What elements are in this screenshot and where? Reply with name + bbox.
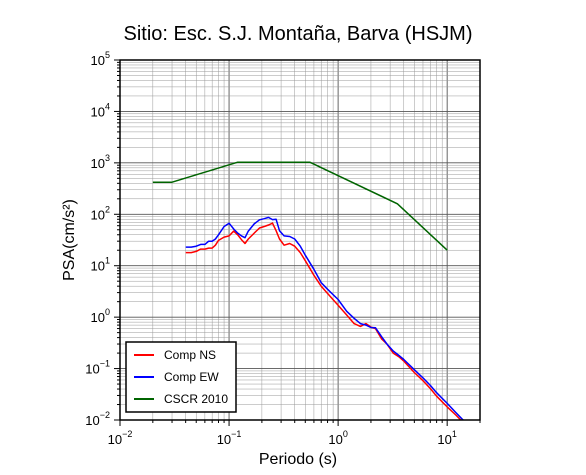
y-axis-label: PSA(cm/s²) [61,199,78,281]
x-tick-label: 10−1 [217,429,242,447]
y-tick-label: 103 [91,153,110,171]
x-axis-label: Periodo (s) [259,451,337,468]
legend: Comp NS Comp EW CSCR 2010 [125,341,237,413]
y-tick-label: 100 [91,307,110,325]
y-tick-label: 102 [91,204,110,222]
legend-label: CSCR 2010 [164,392,228,406]
legend-label: Comp NS [164,348,216,362]
x-tick-label: 100 [328,429,347,447]
series-line-comp-ew [185,216,466,420]
series-line-cscr-2010 [152,161,448,251]
x-tick-label: 101 [437,429,456,447]
x-tick-label: 10−2 [108,429,133,447]
series-layer [152,161,466,420]
y-tick-label: 10−2 [85,410,110,428]
chart-title: Sitio: Esc. S.J. Montaña, Barva (HSJM) [124,23,473,45]
ticks: 10−2 10−1 100 101 10−2 10−1 100 101 102 103 104 105 [85,50,481,447]
y-tick-label: 104 [91,101,110,119]
legend-label: Comp EW [164,370,219,384]
y-tick-label: 105 [91,50,110,68]
y-tick-label: 10−1 [85,359,110,377]
y-tick-label: 101 [91,256,110,274]
plot-frame [119,59,481,421]
series-line-comp-ns [185,222,462,420]
